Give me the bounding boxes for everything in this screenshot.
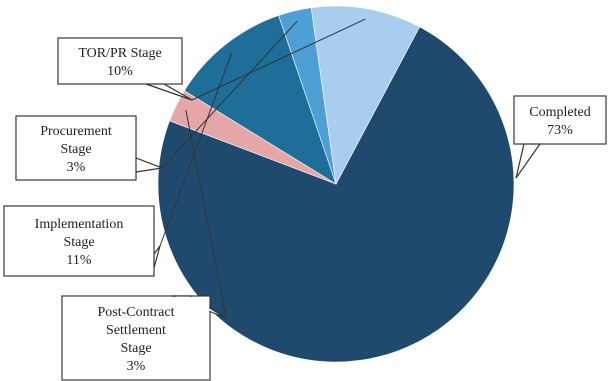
slice-label-text-completed-1: 73% [547, 123, 573, 138]
slice-label-text-post-contract-settlement-3: 3% [127, 359, 146, 374]
slice-label-text-completed-0: Completed [529, 105, 590, 120]
slice-label-implementation: Implementation Stage 11% [3, 205, 161, 277]
leader-line-implementation [159, 53, 233, 247]
pie-slice-tor-pr [310, 5, 420, 185]
pie-slice-implementation [183, 15, 337, 185]
slice-label-text-implementation-1: Stage [63, 235, 94, 250]
slice-label-tor-pr: TOR/PR Stage 10% [57, 37, 193, 101]
pie-slices [157, 5, 515, 363]
leader-line-procurement [161, 20, 298, 169]
slice-label-text-implementation-2: 11% [66, 253, 91, 268]
slice-label-text-tor-pr-0: TOR/PR Stage [78, 46, 161, 61]
slice-label-post-contract-settlement: Post-Contract Settlement Stage 3% [61, 295, 227, 381]
slice-label-completed: Completed 73% [513, 95, 607, 179]
slice-label-text-implementation-0: Implementation [35, 217, 124, 232]
leader-line-post-contract-settlement [185, 110, 227, 319]
slice-label-text-procurement-0: Procurement [40, 124, 112, 139]
slice-label-text-post-contract-settlement-1: Settlement [106, 323, 166, 338]
slice-label-procurement: Procurement Stage 3% [15, 115, 165, 181]
slice-labels: Completed 73% Post-Contract Settlement Stage… [3, 37, 607, 381]
slice-label-text-tor-pr-1: 10% [107, 64, 133, 79]
leader-line-tor-pr [191, 18, 366, 101]
pie-slice-completed [157, 26, 515, 363]
slice-label-text-post-contract-settlement-0: Post-Contract [98, 305, 175, 320]
slice-label-text-post-contract-settlement-2: Stage [120, 341, 151, 356]
slice-label-text-procurement-2: 3% [67, 160, 86, 175]
leader-lines [159, 18, 366, 319]
slice-label-text-procurement-1: Stage [60, 142, 91, 157]
